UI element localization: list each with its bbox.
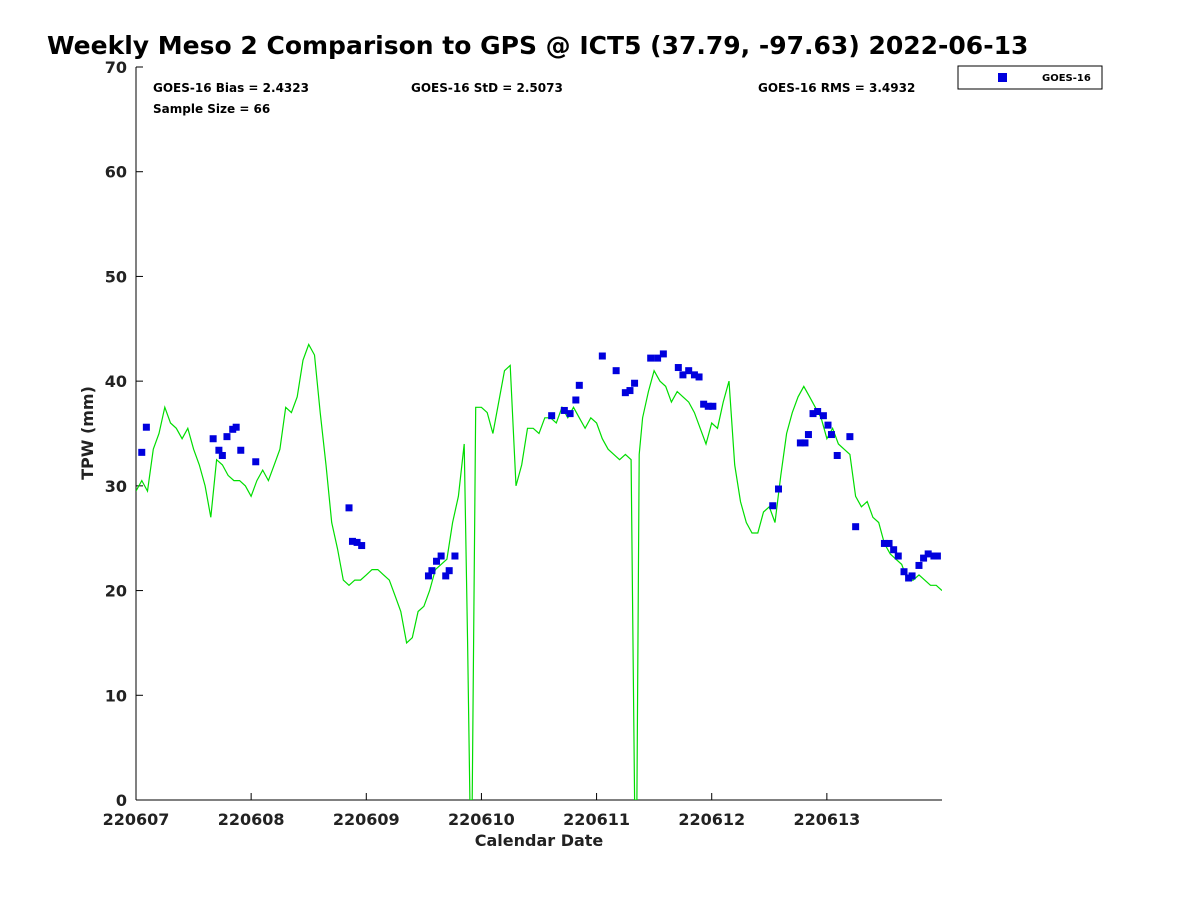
goes16-point xyxy=(659,350,667,358)
goes16-point xyxy=(709,402,717,410)
goes16-point xyxy=(358,542,366,550)
goes16-point xyxy=(814,408,822,416)
y-tick-label: 60 xyxy=(105,163,127,182)
goes16-point xyxy=(598,352,606,360)
goes16-point xyxy=(621,389,629,397)
goes16-point xyxy=(915,561,923,569)
x-tick-label: 220609 xyxy=(333,810,400,829)
goes16-point xyxy=(348,537,356,545)
gps-series-line xyxy=(136,343,942,800)
std-stat: GOES-16 StD = 2.5073 xyxy=(411,81,563,95)
goes16-point xyxy=(801,439,809,447)
goes16-point xyxy=(880,539,888,547)
goes16-point xyxy=(833,451,841,459)
goes16-point xyxy=(900,568,908,576)
rms-stat: GOES-16 RMS = 3.4932 xyxy=(758,81,915,95)
goes16-point xyxy=(846,433,854,441)
goes16-point xyxy=(890,546,898,554)
y-ticks: 0 10 20 30 40 50 60 70 xyxy=(105,58,143,810)
goes16-point xyxy=(433,557,441,565)
goes16-point xyxy=(572,396,580,404)
goes16-point xyxy=(819,412,827,420)
goes16-point xyxy=(138,448,146,456)
y-tick-label: 40 xyxy=(105,372,127,391)
goes16-point xyxy=(442,572,450,580)
sample-size-stat: Sample Size = 66 xyxy=(153,102,270,116)
goes16-point xyxy=(560,406,568,414)
goes16-point xyxy=(345,504,353,512)
y-tick-label: 70 xyxy=(105,58,127,77)
goes16-point xyxy=(437,552,445,560)
goes16-point xyxy=(852,523,860,531)
goes16-point xyxy=(142,423,150,431)
x-tick-label: 220611 xyxy=(563,810,630,829)
goes16-point xyxy=(215,446,223,454)
goes16-point xyxy=(827,431,835,439)
goes16-point xyxy=(428,567,436,575)
goes16-point xyxy=(232,423,240,431)
goes16-point xyxy=(700,400,708,408)
goes16-point xyxy=(575,381,583,389)
goes16-point xyxy=(908,572,916,580)
goes16-point xyxy=(690,371,698,379)
goes16-point xyxy=(209,435,217,443)
goes16-point xyxy=(695,373,703,381)
goes16-point xyxy=(933,552,941,560)
goes16-point xyxy=(353,538,361,546)
x-tick-label: 220607 xyxy=(103,810,170,829)
x-tick-label: 220613 xyxy=(793,810,860,829)
goes16-point xyxy=(612,367,620,375)
goes16-point xyxy=(445,567,453,575)
goes16-point xyxy=(804,431,812,439)
goes16-point xyxy=(252,458,260,466)
x-tick-label: 220612 xyxy=(678,810,745,829)
goes16-point xyxy=(769,502,777,510)
x-tick-label: 220610 xyxy=(448,810,515,829)
goes16-scatter-group xyxy=(138,350,941,582)
y-tick-label: 0 xyxy=(116,791,127,810)
y-axis-label: TPW (mm) xyxy=(78,386,97,480)
legend-marker xyxy=(998,73,1007,82)
goes16-point xyxy=(566,410,574,418)
legend-label: GOES-16 xyxy=(1042,73,1091,84)
y-tick-label: 10 xyxy=(105,686,127,705)
y-tick-label: 20 xyxy=(105,582,127,601)
legend: GOES-16 xyxy=(957,65,1103,90)
goes16-point xyxy=(704,402,712,410)
goes16-point xyxy=(809,410,817,418)
plot-area: 0 10 20 30 40 50 60 70 220607 220608 220609 220610… xyxy=(103,58,942,829)
goes16-point xyxy=(774,485,782,493)
y-tick-label: 50 xyxy=(105,267,127,286)
goes16-point xyxy=(451,552,459,560)
y-tick-label: 30 xyxy=(105,477,127,496)
chart-title: Weekly Meso 2 Comparison to GPS @ ICT5 (… xyxy=(47,31,1028,60)
goes16-point xyxy=(894,552,902,560)
goes16-point xyxy=(685,367,693,375)
legend-box xyxy=(957,65,1103,90)
goes16-point xyxy=(796,439,804,447)
goes16-point xyxy=(920,554,928,562)
goes16-point xyxy=(924,550,932,558)
goes16-point xyxy=(626,387,634,395)
x-ticks: 220607 220608 220609 220610 220611 220612 2206… xyxy=(103,793,860,829)
bias-stat: GOES-16 Bias = 2.4323 xyxy=(153,81,309,95)
goes16-point xyxy=(674,364,682,372)
goes16-point xyxy=(218,451,226,459)
goes16-point xyxy=(647,354,655,362)
x-axis-label: Calendar Date xyxy=(475,831,604,850)
gps-line-group xyxy=(136,343,942,800)
x-tick-label: 220608 xyxy=(218,810,285,829)
goes16-point xyxy=(654,354,662,362)
goes16-point xyxy=(631,379,639,387)
goes16-point xyxy=(679,371,687,379)
goes16-point xyxy=(885,539,893,547)
goes16-point xyxy=(237,446,245,454)
goes16-point xyxy=(548,412,556,420)
goes16-point xyxy=(824,421,832,429)
goes16-point xyxy=(223,433,231,441)
goes16-point xyxy=(424,572,432,580)
